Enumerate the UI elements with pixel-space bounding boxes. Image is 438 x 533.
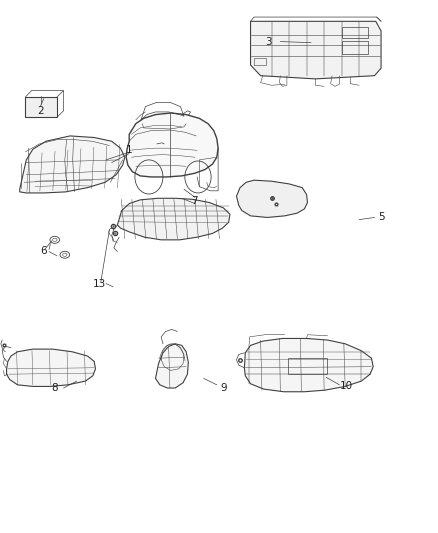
Text: 9: 9 — [220, 383, 227, 393]
Polygon shape — [7, 349, 95, 386]
Text: 1: 1 — [126, 146, 133, 155]
Polygon shape — [244, 338, 373, 392]
Text: 2: 2 — [37, 106, 44, 116]
Text: 3: 3 — [265, 37, 272, 46]
Polygon shape — [126, 113, 218, 177]
Polygon shape — [237, 180, 307, 217]
Text: 5: 5 — [378, 213, 385, 222]
Polygon shape — [117, 198, 230, 240]
Polygon shape — [155, 344, 188, 388]
Polygon shape — [25, 97, 57, 117]
Polygon shape — [251, 21, 381, 79]
Text: 6: 6 — [40, 246, 47, 255]
Text: 7: 7 — [191, 197, 198, 206]
Text: 10: 10 — [339, 382, 353, 391]
Text: 13: 13 — [93, 279, 106, 288]
Text: 8: 8 — [51, 383, 58, 393]
Polygon shape — [20, 136, 125, 193]
